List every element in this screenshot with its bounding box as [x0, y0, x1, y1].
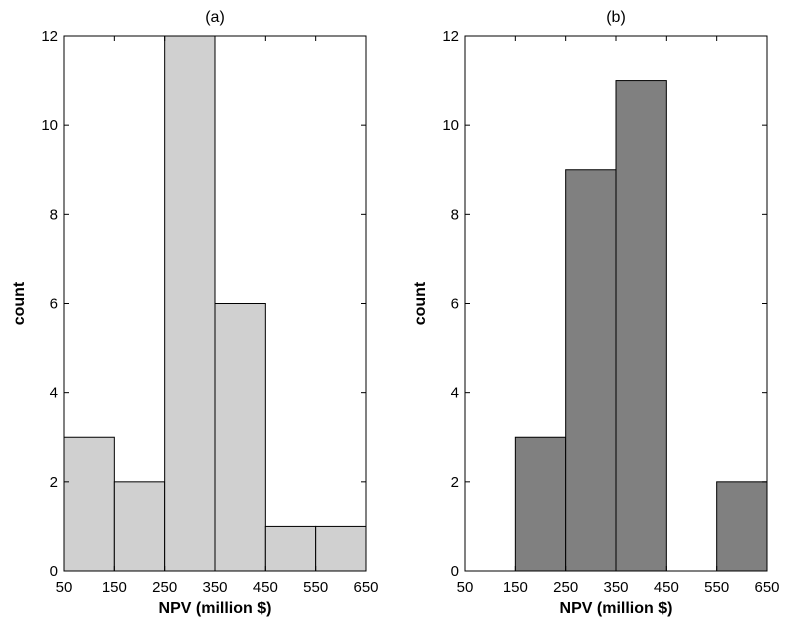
panel-b-y-tick-label-1: 2: [451, 474, 459, 491]
panel-a-y-tick-label-1: 2: [50, 474, 58, 491]
panel-a-x-tick-label-4: 450: [253, 579, 278, 596]
panel-a-x-tick-label-6: 650: [353, 579, 378, 596]
panel-b-bar-2: [565, 169, 617, 572]
panel-b-y-tick-label-6: 12: [442, 28, 459, 45]
panel-a-bar-3: [214, 303, 266, 572]
panel-a-bar-4: [264, 525, 317, 572]
panel-b-x-tick-label-3: 350: [603, 579, 628, 596]
panel-a-y-tick-label-5: 10: [41, 117, 58, 134]
panel-a-x-tick-label-2: 250: [152, 579, 177, 596]
panel-a-ticks: 50 150 250 350 450 550 650 0 2 4 6 8 10 12: [41, 28, 378, 596]
panel-b-ticks: 50 150 250 350 450 550 650 0 2 4 6 8 10 12: [442, 28, 779, 596]
panel-b-y-tick-label-3: 6: [451, 296, 459, 313]
panel-b-x-tick-label-2: 250: [553, 579, 578, 596]
panel-b-bar-3: [615, 80, 667, 572]
panel-b-y-tick-label-2: 4: [451, 385, 459, 402]
panel-b-title: (b): [606, 9, 626, 26]
panel-a-y-axis-label: count: [11, 281, 28, 325]
panel-b-bars: [514, 80, 768, 572]
panel-a-x-tick-label-1: 150: [102, 579, 127, 596]
panel-a-title: (a): [205, 9, 225, 26]
panel-b-bar-5: [716, 481, 768, 572]
panel-a-bar-5: [315, 525, 367, 572]
panel-b-x-axis-label: NPV (million $): [560, 600, 673, 617]
panel-b-bar-1: [514, 436, 567, 572]
panel-b: 50 150 250 350 450 550 650 0 2 4 6 8 10 12 (b) NPV (m…: [412, 9, 780, 617]
panel-b-y-axis-label: count: [412, 281, 429, 325]
panel-a-bar-2: [164, 35, 216, 572]
panel-a: 50 150 250 350 450 550 650 0 2 4 6 8 10 12 (a) NPV (m…: [11, 9, 379, 617]
panel-a-bar-0: [63, 436, 115, 572]
panel-a-x-tick-label-0: 50: [56, 579, 73, 596]
panel-b-x-tick-label-1: 150: [503, 579, 528, 596]
panel-a-y-tick-label-2: 4: [50, 385, 58, 402]
panel-b-y-tick-label-0: 0: [451, 563, 459, 580]
panel-b-x-tick-label-6: 650: [754, 579, 779, 596]
panel-a-y-tick-label-3: 6: [50, 296, 58, 313]
panel-b-x-tick-label-0: 50: [457, 579, 474, 596]
panel-a-bar-1: [113, 481, 166, 572]
panel-a-bars: [63, 35, 367, 572]
panel-b-x-tick-label-4: 450: [654, 579, 679, 596]
panel-b-x-tick-label-5: 550: [704, 579, 729, 596]
panel-a-y-tick-label-6: 12: [41, 28, 58, 45]
panel-a-x-axis-label: NPV (million $): [159, 600, 272, 617]
panel-a-y-tick-label-4: 8: [50, 206, 58, 223]
panel-a-x-tick-label-5: 550: [303, 579, 328, 596]
panel-a-y-tick-label-0: 0: [50, 563, 58, 580]
panel-b-y-tick-label-4: 8: [451, 206, 459, 223]
panel-a-x-tick-label-3: 350: [202, 579, 227, 596]
panel-b-y-tick-label-5: 10: [442, 117, 459, 134]
